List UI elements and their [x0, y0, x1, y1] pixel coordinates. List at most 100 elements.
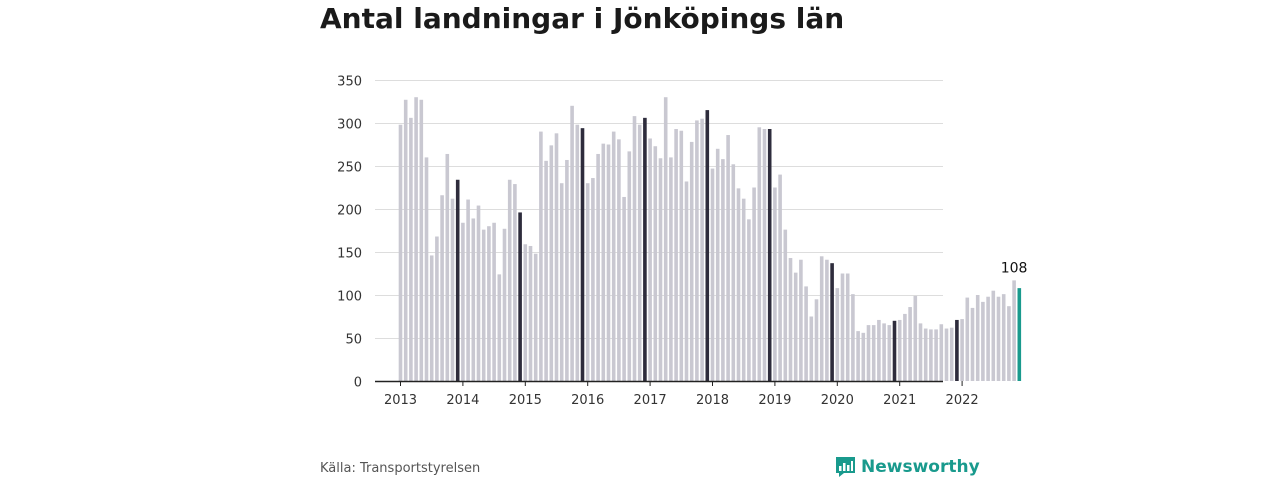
chart-title: Antal landningar i Jönköpings län [320, 2, 845, 35]
y-tick-label: 350 [337, 75, 362, 90]
bar [897, 319, 902, 381]
bar [710, 168, 715, 381]
bar [819, 256, 824, 381]
bar [949, 327, 954, 381]
bar [851, 294, 855, 381]
bar [414, 97, 418, 381]
bar [887, 325, 892, 381]
y-tick-label: 250 [337, 161, 362, 176]
bar [741, 198, 746, 381]
bar [991, 290, 996, 381]
bar [575, 124, 580, 381]
bar [908, 307, 912, 381]
bar [445, 153, 450, 381]
bar [726, 135, 730, 381]
bar [767, 129, 772, 381]
bar [934, 329, 938, 381]
bar [845, 273, 850, 381]
bar [939, 324, 944, 381]
bar [611, 131, 616, 381]
bar [830, 263, 834, 381]
bar [877, 319, 881, 381]
x-tick-label: 2020 [821, 393, 854, 408]
bar [861, 332, 866, 381]
bar [658, 158, 663, 381]
bar [747, 219, 751, 381]
bar [648, 138, 652, 381]
bar [435, 236, 439, 381]
bar [903, 313, 907, 381]
bar [1012, 280, 1016, 381]
bar [799, 259, 803, 381]
bar [882, 323, 886, 381]
bar [424, 157, 429, 381]
x-tick-label: 2018 [696, 393, 729, 408]
bar [570, 105, 574, 382]
bar [674, 129, 678, 381]
annotations: 108 [1001, 260, 1028, 276]
x-tick-label: 2022 [946, 393, 979, 408]
bars [398, 97, 1022, 382]
bar [528, 245, 533, 381]
bar [700, 118, 704, 381]
bar [684, 181, 689, 381]
bar [653, 146, 658, 381]
bar [809, 316, 814, 381]
x-axis-tick-labels: 2013 2014 2015 2016 2017 2018 2019 2020 2021 2022 [384, 393, 979, 408]
y-tick-label: 100 [337, 290, 362, 305]
bar [866, 325, 871, 381]
bar [606, 144, 611, 381]
bar [996, 296, 1001, 381]
bar [591, 178, 595, 381]
y-tick-label: 50 [345, 333, 362, 348]
bar [627, 151, 632, 381]
bar [944, 328, 949, 381]
brand-logo: Newsworthy [835, 454, 980, 480]
x-tick-label: 2015 [509, 393, 542, 408]
bar [695, 120, 699, 382]
bar [461, 222, 465, 381]
bar [804, 286, 808, 381]
bar [429, 255, 434, 381]
bar [762, 129, 767, 381]
bar [481, 229, 486, 381]
bar [643, 117, 647, 381]
bar [705, 110, 710, 381]
bar [554, 133, 559, 381]
bar [559, 183, 564, 381]
bar [778, 174, 782, 381]
bar [669, 157, 673, 381]
bar [1017, 288, 1022, 381]
bar-chart-bubble-icon [835, 456, 856, 478]
bar [471, 218, 476, 381]
bar [409, 117, 413, 381]
bar [502, 228, 507, 381]
bar [476, 205, 481, 381]
bar [965, 297, 970, 381]
bar [513, 184, 517, 381]
bar [840, 273, 845, 381]
bar [549, 145, 554, 381]
bar [892, 320, 897, 381]
bar [721, 159, 725, 381]
bar [622, 196, 626, 381]
bar [585, 183, 590, 381]
bar [403, 99, 408, 381]
bar [507, 179, 512, 381]
brand-name: Newsworthy [861, 457, 980, 477]
bar [617, 139, 621, 381]
bar [918, 323, 923, 381]
source-note: Källa: Transportstyrelsen [320, 461, 481, 476]
bar [455, 179, 460, 381]
bar [689, 141, 694, 381]
bar [533, 253, 538, 381]
y-axis-tick-labels: 0 50 100 150 200 250 300 350 [337, 75, 362, 391]
bar [788, 258, 793, 381]
bar [523, 244, 528, 381]
bar [986, 296, 990, 381]
bar [923, 328, 928, 381]
latest-value-label: 108 [1001, 260, 1028, 276]
bar [736, 188, 741, 381]
bar [752, 187, 756, 381]
x-tick-label: 2014 [446, 393, 479, 408]
